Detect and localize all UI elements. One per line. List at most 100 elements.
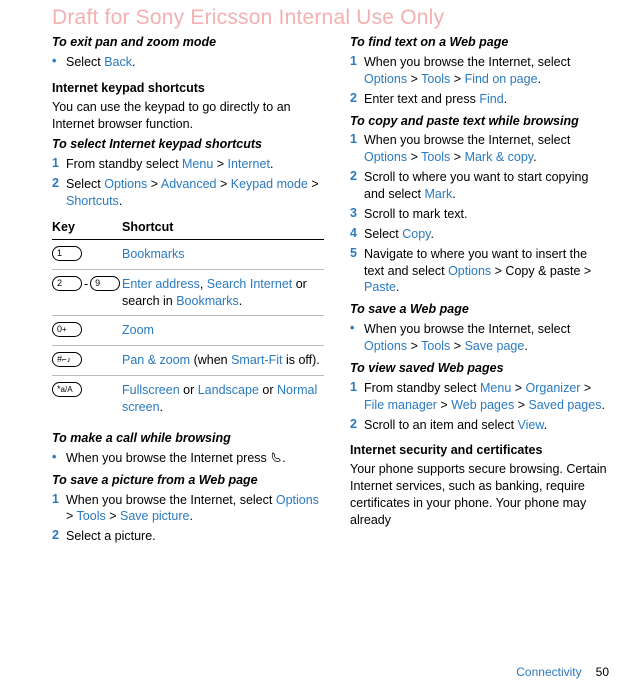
link-options: Options [104, 177, 147, 191]
t: When you browse the Internet press [66, 451, 270, 465]
t: . [452, 187, 455, 201]
t: > [216, 177, 230, 191]
step-text: Select a picture. [66, 528, 156, 545]
t: . [538, 72, 541, 86]
step-num: 3 [350, 205, 364, 222]
link-back: Back [104, 55, 132, 69]
table-row: 1 Bookmarks [52, 240, 324, 270]
t: is off). [282, 353, 319, 367]
t: When you browse the Internet, select [364, 322, 570, 336]
step-num: 4 [350, 225, 364, 242]
link-web-pages: Web pages [451, 398, 514, 412]
step-text: When you browse the Internet, select Opt… [364, 54, 610, 88]
link-view: View [518, 418, 544, 432]
step-text: When you browse the Internet, select Opt… [66, 492, 324, 526]
footer-section: Connectivity [516, 665, 581, 679]
t: . [282, 451, 285, 465]
link-file-manager: File manager [364, 398, 437, 412]
link-paste: Paste [364, 280, 396, 294]
table-row: 0+ Zoom [52, 316, 324, 346]
t: . [430, 227, 433, 241]
step-text: From standby select Menu > Organizer > F… [364, 380, 610, 414]
table-row: #⌐♪ Pan & zoom (when Smart-Fit is off). [52, 346, 324, 376]
link-find-on-page: Find on page [465, 72, 538, 86]
step-text: Select Options > Advanced > Keypad mode … [66, 176, 324, 210]
t: . [132, 55, 135, 69]
t: Select [364, 227, 402, 241]
step-text: When you browse the Internet, select Opt… [364, 132, 610, 166]
t: > [580, 381, 591, 395]
link-internet: Internet [228, 157, 270, 171]
t: , [200, 277, 207, 291]
link-bookmarks: Bookmarks [176, 294, 239, 308]
link-search-internet: Search Internet [207, 277, 292, 291]
copy-step-1: 1 When you browse the Internet, select O… [350, 131, 610, 167]
page-footer: Connectivity 50 [516, 664, 609, 680]
key-cell: #⌐♪ [52, 352, 122, 367]
step-num: 2 [350, 416, 364, 433]
t: From standby select [66, 157, 182, 171]
left-column: To exit pan and zoom mode • Select Back.… [52, 30, 324, 547]
find-step-1: 1 When you browse the Internet, select O… [350, 53, 610, 89]
link-options: Options [364, 72, 407, 86]
link-copy: Copy [402, 227, 430, 241]
table-row: *a/A Fullscreen or Landscape or Normal s… [52, 376, 324, 422]
step-num: 1 [350, 379, 364, 396]
footer-page: 50 [596, 665, 609, 679]
heading-view: To view saved Web pages [350, 360, 610, 377]
link-advanced: Advanced [161, 177, 217, 191]
select-step-2: 2 Select Options > Advanced > Keypad mod… [52, 175, 324, 211]
t: Select [66, 55, 104, 69]
t: . [544, 418, 547, 432]
t: . [239, 294, 242, 308]
link-options: Options [448, 264, 491, 278]
t: . [601, 398, 604, 412]
exit-bullet: • Select Back. [52, 53, 324, 72]
t: . [533, 150, 536, 164]
heading-save: To save a Web page [350, 301, 610, 318]
t: . [270, 157, 273, 171]
link-enter-address: Enter address [122, 277, 200, 291]
t: . [119, 194, 122, 208]
table-header: Key Shortcut [52, 219, 324, 240]
step-text: From standby select Menu > Internet. [66, 156, 273, 173]
savepic-step-1: 1 When you browse the Internet, select O… [52, 491, 324, 527]
shortcut-table: Key Shortcut 1 Bookmarks 2- 9 Enter addr… [52, 219, 324, 422]
link-save-picture: Save picture [120, 509, 189, 523]
view-step-2: 2 Scroll to an item and select View. [350, 416, 610, 435]
t: > Copy & paste > [491, 264, 591, 278]
exit-text: Select Back. [66, 54, 136, 71]
save-bullet: • When you browse the Internet, select O… [350, 320, 610, 356]
link-smart-fit: Smart-Fit [231, 353, 282, 367]
t: > [213, 157, 227, 171]
t: > [308, 177, 319, 191]
val-cell: Bookmarks [122, 246, 324, 263]
step-text: Enter text and press Find. [364, 91, 507, 108]
savepic-step-2: 2 Select a picture. [52, 527, 324, 546]
t: . [504, 92, 507, 106]
key-hash-icon: #⌐♪ [52, 352, 82, 367]
step-text: Scroll to an item and select View. [364, 417, 547, 434]
key-0-icon: 0+ [52, 322, 82, 337]
table-row: 2- 9 Enter address, Search Internet or s… [52, 270, 324, 317]
call-key-icon [270, 451, 282, 463]
heading-keypad: Internet keypad shortcuts [52, 80, 324, 97]
key-star-icon: *a/A [52, 382, 82, 397]
t: > [450, 339, 464, 353]
t: . [524, 339, 527, 353]
step-text: Scroll to mark text. [364, 206, 468, 223]
t: . [396, 280, 399, 294]
watermark: Draft for Sony Ericsson Internal Use Onl… [52, 4, 444, 32]
right-column: To find text on a Web page 1 When you br… [350, 30, 610, 547]
step-text: Navigate to where you want to insert the… [364, 246, 610, 297]
link-find: Find [479, 92, 503, 106]
save-text: When you browse the Internet, select Opt… [364, 321, 610, 355]
t: > [511, 381, 525, 395]
th-key: Key [52, 219, 122, 236]
step-num: 2 [350, 90, 364, 107]
key-cell: 0+ [52, 322, 122, 337]
t: or [180, 383, 198, 397]
link-mark-copy: Mark & copy [465, 150, 534, 164]
t: . [189, 509, 192, 523]
t: or [259, 383, 277, 397]
